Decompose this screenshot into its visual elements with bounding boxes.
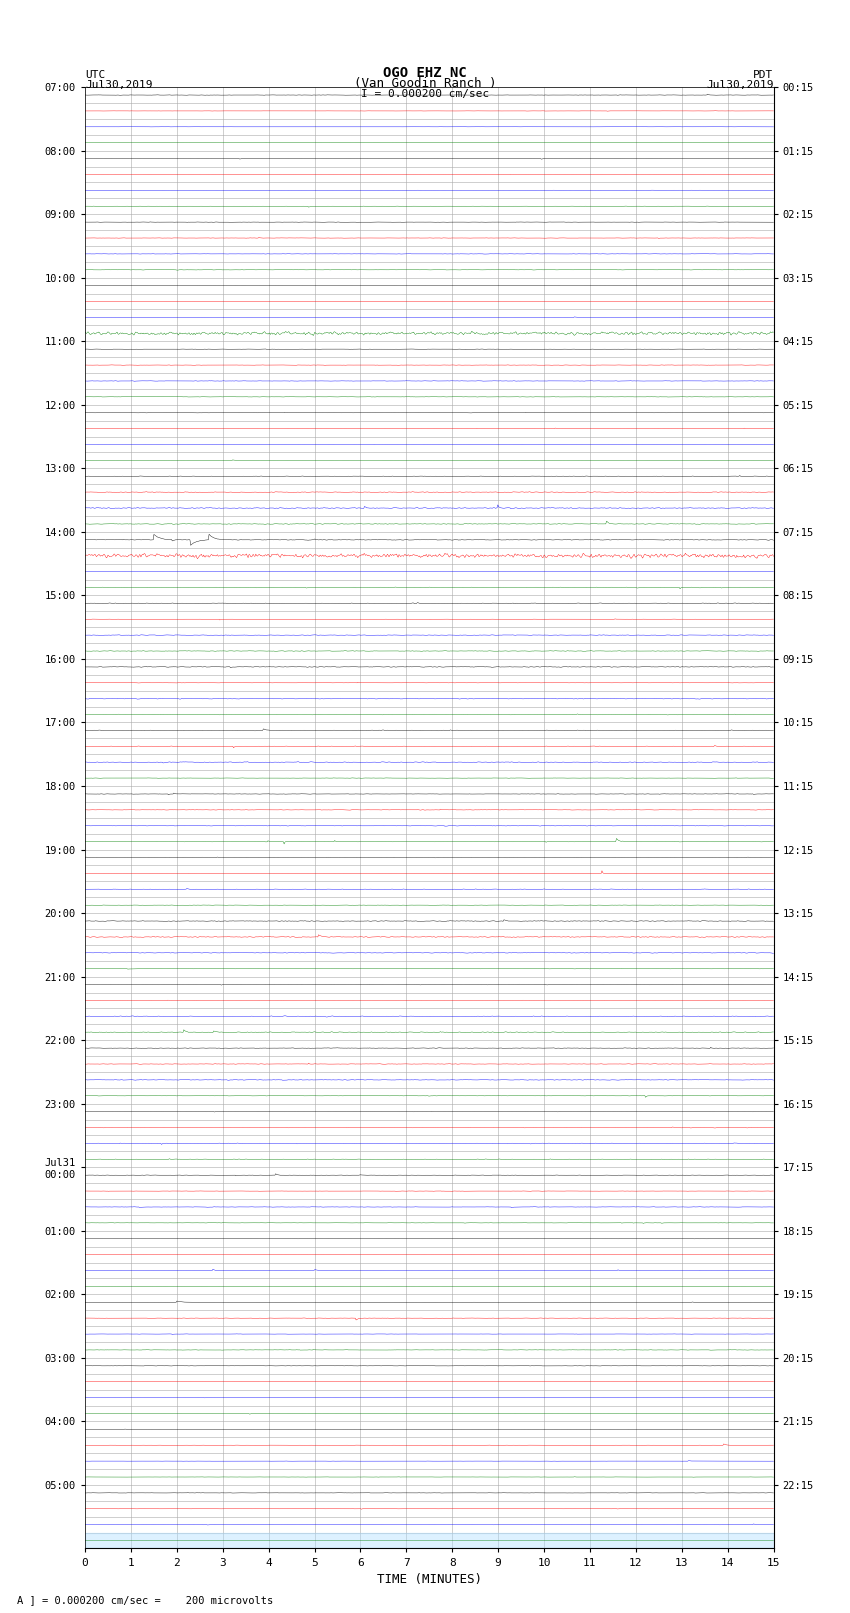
Text: I = 0.000200 cm/sec: I = 0.000200 cm/sec bbox=[361, 89, 489, 100]
Text: A ] = 0.000200 cm/sec =    200 microvolts: A ] = 0.000200 cm/sec = 200 microvolts bbox=[17, 1595, 273, 1605]
Text: (Van Goodin Ranch ): (Van Goodin Ranch ) bbox=[354, 76, 496, 90]
Text: Jul30,2019: Jul30,2019 bbox=[85, 79, 152, 90]
Text: UTC: UTC bbox=[85, 69, 105, 79]
Bar bbox=[85, 1532, 774, 1548]
Text: OGO EHZ NC: OGO EHZ NC bbox=[383, 66, 467, 79]
X-axis label: TIME (MINUTES): TIME (MINUTES) bbox=[377, 1573, 482, 1586]
Text: Jul30,2019: Jul30,2019 bbox=[706, 79, 774, 90]
Text: PDT: PDT bbox=[753, 69, 774, 79]
